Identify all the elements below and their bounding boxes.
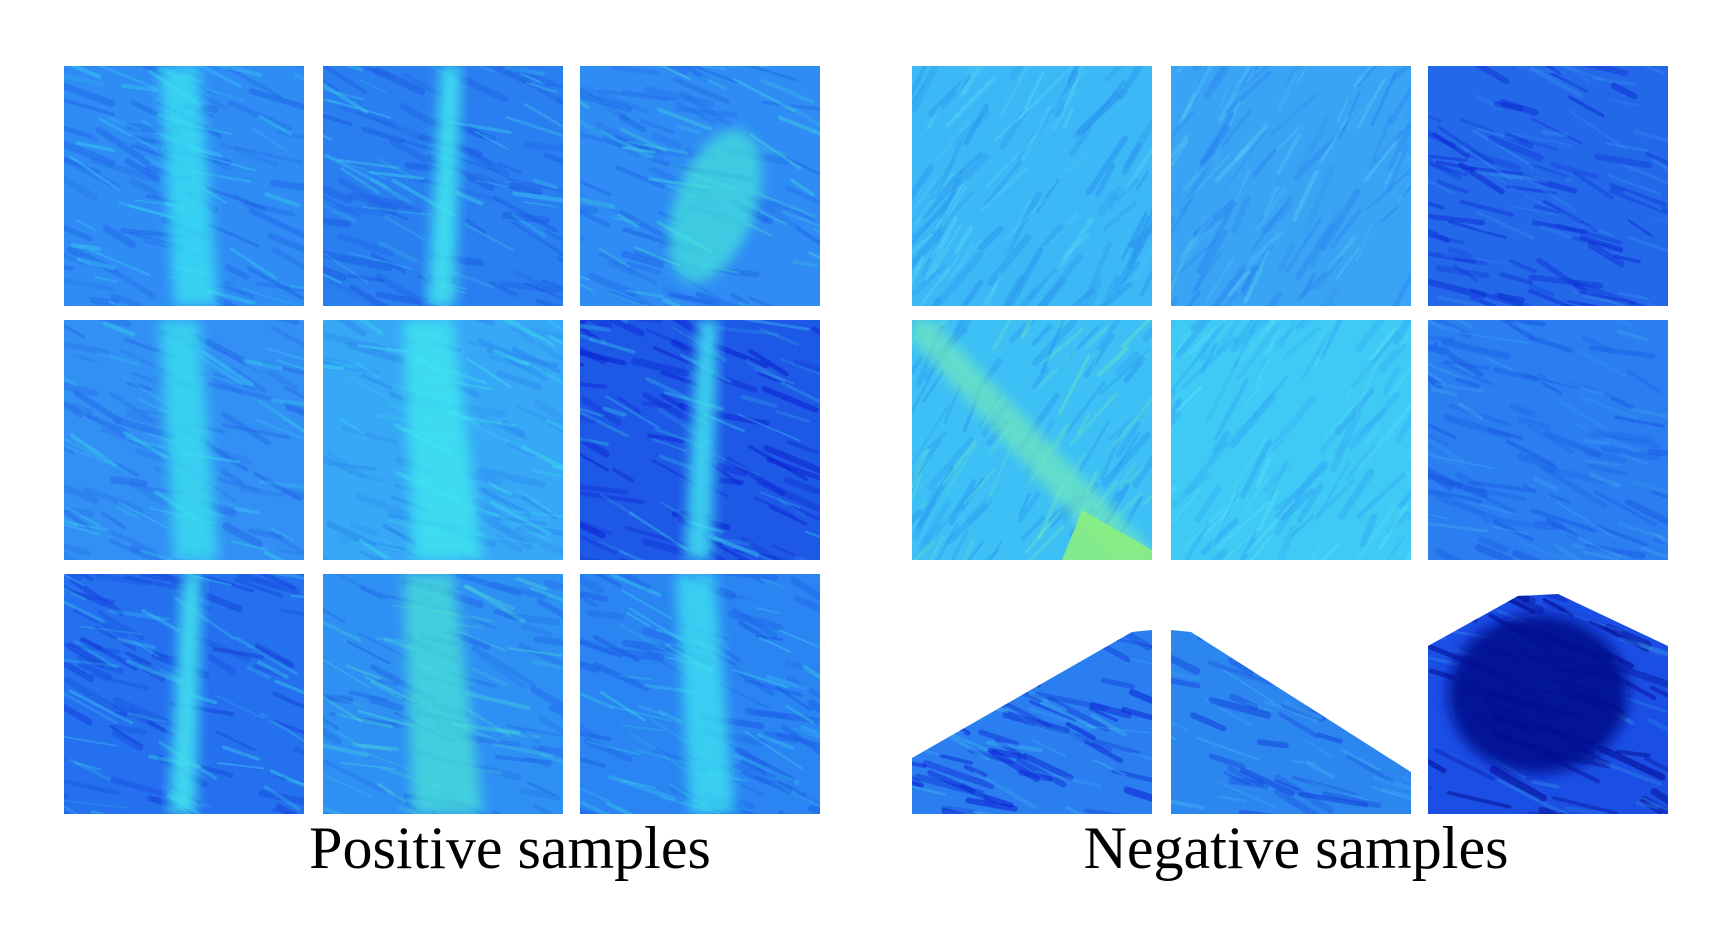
negative-samples-panel: Negative samples: [856, 0, 1713, 930]
positive-sample-tile: [64, 574, 304, 814]
negative-sample-tile: [1428, 66, 1668, 306]
positive-sample-tile: [323, 320, 563, 560]
positive-sample-tile: [580, 66, 820, 306]
positive-sample-tile: [580, 574, 820, 814]
negative-sample-tile: [1171, 66, 1411, 306]
positive-samples-panel: Positive samples: [0, 0, 856, 930]
negative-sample-tile: [1428, 574, 1668, 814]
negative-sample-tile: [912, 66, 1152, 306]
negative-sample-tile: [912, 574, 1152, 814]
negative-sample-tile: [1171, 574, 1411, 814]
negative-sample-tile: [1171, 320, 1411, 560]
positive-sample-tile: [64, 66, 304, 306]
negative-samples-caption: Negative samples: [1083, 815, 1509, 881]
positive-sample-tile: [323, 66, 563, 306]
negative-sample-tile: [1428, 320, 1668, 560]
positive-samples-caption: Positive samples: [309, 815, 711, 881]
positive-sample-tile: [580, 320, 820, 560]
positive-sample-tile: [64, 320, 304, 560]
negative-sample-tile: [912, 320, 1152, 560]
positive-sample-tile: [323, 574, 563, 814]
